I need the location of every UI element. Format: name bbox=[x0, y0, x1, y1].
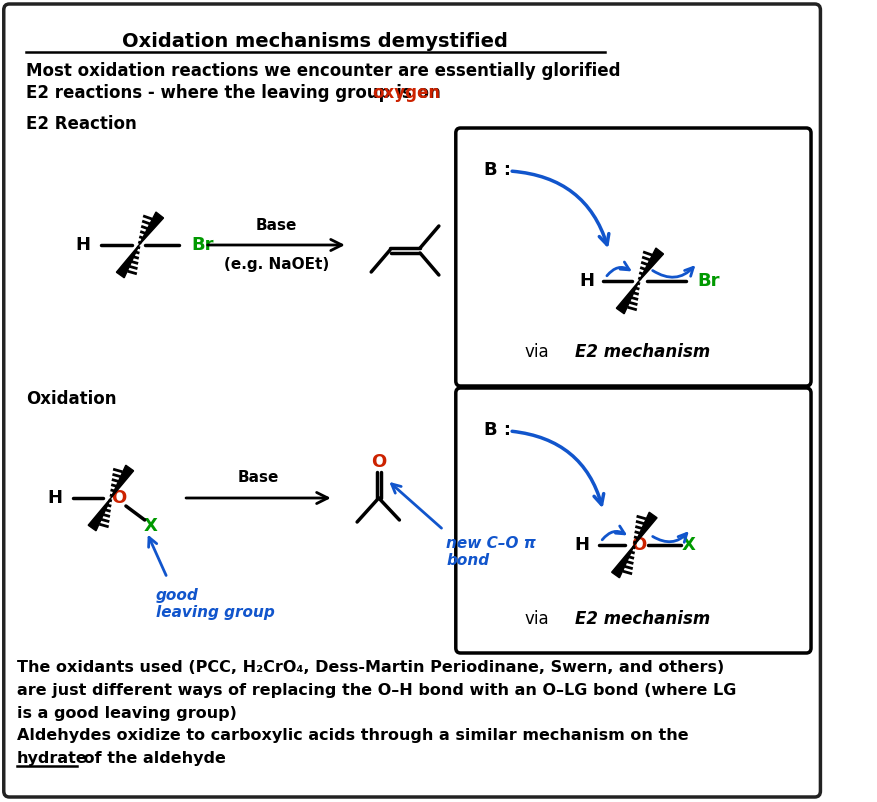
Text: O: O bbox=[631, 536, 646, 554]
Text: E2 mechanism: E2 mechanism bbox=[574, 610, 709, 628]
Text: X: X bbox=[143, 517, 157, 535]
Polygon shape bbox=[616, 281, 638, 314]
Text: Br: Br bbox=[191, 236, 214, 254]
Text: E2 mechanism: E2 mechanism bbox=[574, 343, 709, 361]
Polygon shape bbox=[111, 465, 133, 498]
Text: H: H bbox=[75, 236, 90, 254]
Text: Most oxidation reactions we encounter are essentially glorified: Most oxidation reactions we encounter ar… bbox=[26, 62, 620, 80]
Text: O: O bbox=[111, 489, 126, 507]
Text: H: H bbox=[578, 272, 593, 290]
Text: B :: B : bbox=[483, 421, 510, 439]
Text: Base: Base bbox=[238, 470, 279, 485]
Text: Base: Base bbox=[255, 218, 296, 233]
Text: H: H bbox=[574, 536, 588, 554]
Text: is a good leaving group): is a good leaving group) bbox=[17, 706, 237, 721]
Polygon shape bbox=[611, 545, 633, 577]
Text: oxygen: oxygen bbox=[372, 84, 439, 102]
Text: X: X bbox=[681, 536, 695, 554]
Text: of the aldehyde: of the aldehyde bbox=[78, 751, 225, 766]
Text: new C–O π
bond: new C–O π bond bbox=[446, 536, 536, 569]
Text: O: O bbox=[371, 453, 386, 471]
FancyBboxPatch shape bbox=[4, 4, 819, 797]
Text: Oxidation mechanisms demystified: Oxidation mechanisms demystified bbox=[122, 32, 507, 51]
Text: Br: Br bbox=[696, 272, 719, 290]
Text: Oxidation: Oxidation bbox=[26, 390, 117, 408]
Text: E2 Reaction: E2 Reaction bbox=[26, 115, 137, 133]
Polygon shape bbox=[638, 248, 663, 281]
Text: are just different ways of replacing the O–H bond with an O–LG bond (where LG: are just different ways of replacing the… bbox=[17, 683, 736, 698]
Text: The oxidants used (PCC, H₂CrO₄, Dess-Martin Periodinane, Swern, and others): The oxidants used (PCC, H₂CrO₄, Dess-Mar… bbox=[17, 660, 724, 675]
Text: via: via bbox=[524, 343, 548, 361]
Polygon shape bbox=[139, 212, 163, 245]
Text: (e.g. NaOEt): (e.g. NaOEt) bbox=[224, 257, 329, 272]
Text: E2 reactions - where the leaving group is on: E2 reactions - where the leaving group i… bbox=[26, 84, 446, 102]
Text: H: H bbox=[47, 489, 62, 507]
Polygon shape bbox=[117, 245, 139, 277]
Text: B :: B : bbox=[483, 161, 510, 179]
Polygon shape bbox=[633, 512, 656, 545]
Text: Aldehydes oxidize to carboxylic acids through a similar mechanism on the: Aldehydes oxidize to carboxylic acids th… bbox=[17, 728, 688, 743]
FancyBboxPatch shape bbox=[455, 388, 810, 653]
Text: hydrate: hydrate bbox=[17, 751, 88, 766]
FancyBboxPatch shape bbox=[455, 128, 810, 386]
Polygon shape bbox=[88, 498, 111, 531]
Text: via: via bbox=[524, 610, 548, 628]
Text: good
leaving group: good leaving group bbox=[156, 588, 275, 621]
